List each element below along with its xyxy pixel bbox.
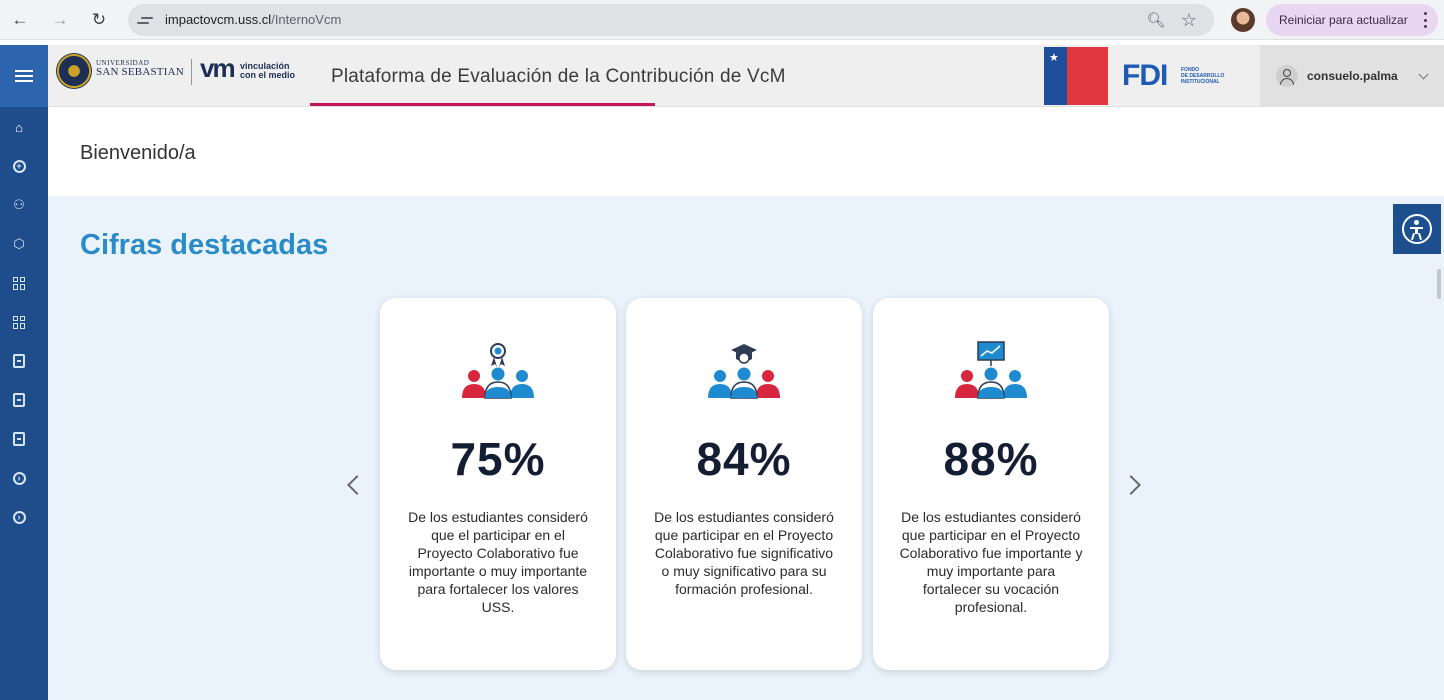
plus-circle-icon[interactable]: + [10,157,28,175]
book-icon[interactable] [10,391,28,409]
carousel-next-icon[interactable] [1121,475,1141,495]
back-icon[interactable]: ← [11,10,29,29]
accessibility-button[interactable] [1393,204,1441,254]
fdi-logo: FDI [1122,59,1168,92]
scrollbar[interactable] [1437,269,1441,299]
chevron-down-icon[interactable] [1418,69,1429,80]
welcome-text: Bienvenido/a [80,142,196,164]
graduation-group-icon [708,344,780,399]
uss-seal-logo [56,53,92,89]
fdi-sub-line2: DE DESARROLLO [1181,73,1225,79]
kebab-menu-icon[interactable] [1424,12,1428,28]
reload-icon[interactable]: ↻ [91,10,107,29]
fdi-logo-subtitle: FONDO DE DESARROLLO INSTITUCIONAL [1181,67,1224,85]
platform-title: Plataforma de Evaluación de la Contribuc… [331,66,786,87]
stat-percent: 75% [450,433,546,485]
address-bar[interactable]: impactovcm.uss.cl/InternoVcm 🔍︎ ☆ [128,4,1214,36]
home-icon[interactable]: ⌂ [15,119,23,135]
sidebar: ⌂ + ⚇ ⬡ › › [0,45,48,700]
uss-line1: UNIVERSIDAD [96,59,150,67]
arrow-circle-icon[interactable]: › [10,469,28,487]
stat-card: 75% De los estudiantes consideró que el … [380,298,616,670]
fdi-sub-line3: INSTITUCIONAL [1181,79,1220,85]
site-info-icon[interactable] [137,10,157,30]
vm-sub-line2: con el medio [240,69,296,80]
stat-percent: 84% [696,433,792,485]
grid-icon[interactable] [10,274,28,292]
star-icon: ★ [1049,52,1059,64]
stat-card: 88% De los estudiantes consideró que par… [873,298,1109,670]
group-icon[interactable]: ⚇ [13,197,25,212]
forward-icon[interactable]: → [51,10,69,29]
stat-description: De los estudiantes consideró que el part… [408,509,588,615]
accessibility-icon [1402,214,1432,244]
grid-icon[interactable] [10,313,28,331]
fdi-sub-line1: FONDO [1181,67,1200,73]
book-icon[interactable] [10,352,28,370]
welcome-bar: Bienvenido/a [48,107,1444,196]
bookmark-star-icon[interactable]: ☆ [1180,9,1198,30]
title-underline [310,103,655,106]
presentation-group-icon [955,341,1027,399]
logo-divider [191,59,192,85]
update-label: Reiniciar para actualizar [1279,13,1408,27]
award-group-icon [462,343,534,399]
arrow-circle-icon[interactable]: › [10,508,28,526]
vm-logo: vm [200,53,236,83]
browser-toolbar: ← → ↻ impactovcm.uss.cl/InternoVcm 🔍︎ ☆ … [0,0,1444,40]
stat-card: 84% De los estudiantes consideró que par… [626,298,862,670]
url-host: impactovcm.uss.cl [165,12,272,27]
section-title: Cifras destacadas [80,229,329,261]
book-icon[interactable] [10,430,28,448]
uss-wordmark: UNIVERSIDAD SAN SEBASTIAN [96,60,184,78]
app-header: UNIVERSIDAD SAN SEBASTIAN vm vinculación… [48,45,1444,107]
url-path: /InternoVcm [271,12,342,27]
vm-sub-line1: vinculación [240,61,290,71]
stat-description: De los estudiantes consideró que partici… [654,509,834,597]
stat-percent: 88% [943,433,1039,485]
profile-avatar[interactable] [1231,8,1255,32]
username: consuelo.palma [1307,69,1398,83]
carousel-prev-icon[interactable] [347,475,367,495]
uss-line2: SAN SEBASTIAN [96,66,184,78]
vm-logo-subtitle: vinculación con el medio [240,62,295,79]
hamburger-menu-icon[interactable] [0,45,48,107]
url-text[interactable]: impactovcm.uss.cl/InternoVcm [165,12,341,27]
stat-description: De los estudiantes consideró que partici… [899,509,1083,615]
user-menu[interactable]: consuelo.palma [1260,45,1444,107]
main-content: Cifras destacadas 75% De los estudiantes… [48,196,1444,700]
box-icon[interactable]: ⬡ [13,236,25,251]
zoom-icon[interactable]: 🔍︎ [1146,12,1166,29]
update-button[interactable]: Reiniciar para actualizar [1266,4,1438,36]
gobierno-logo: ★ [1044,47,1108,105]
user-icon [1276,65,1298,87]
